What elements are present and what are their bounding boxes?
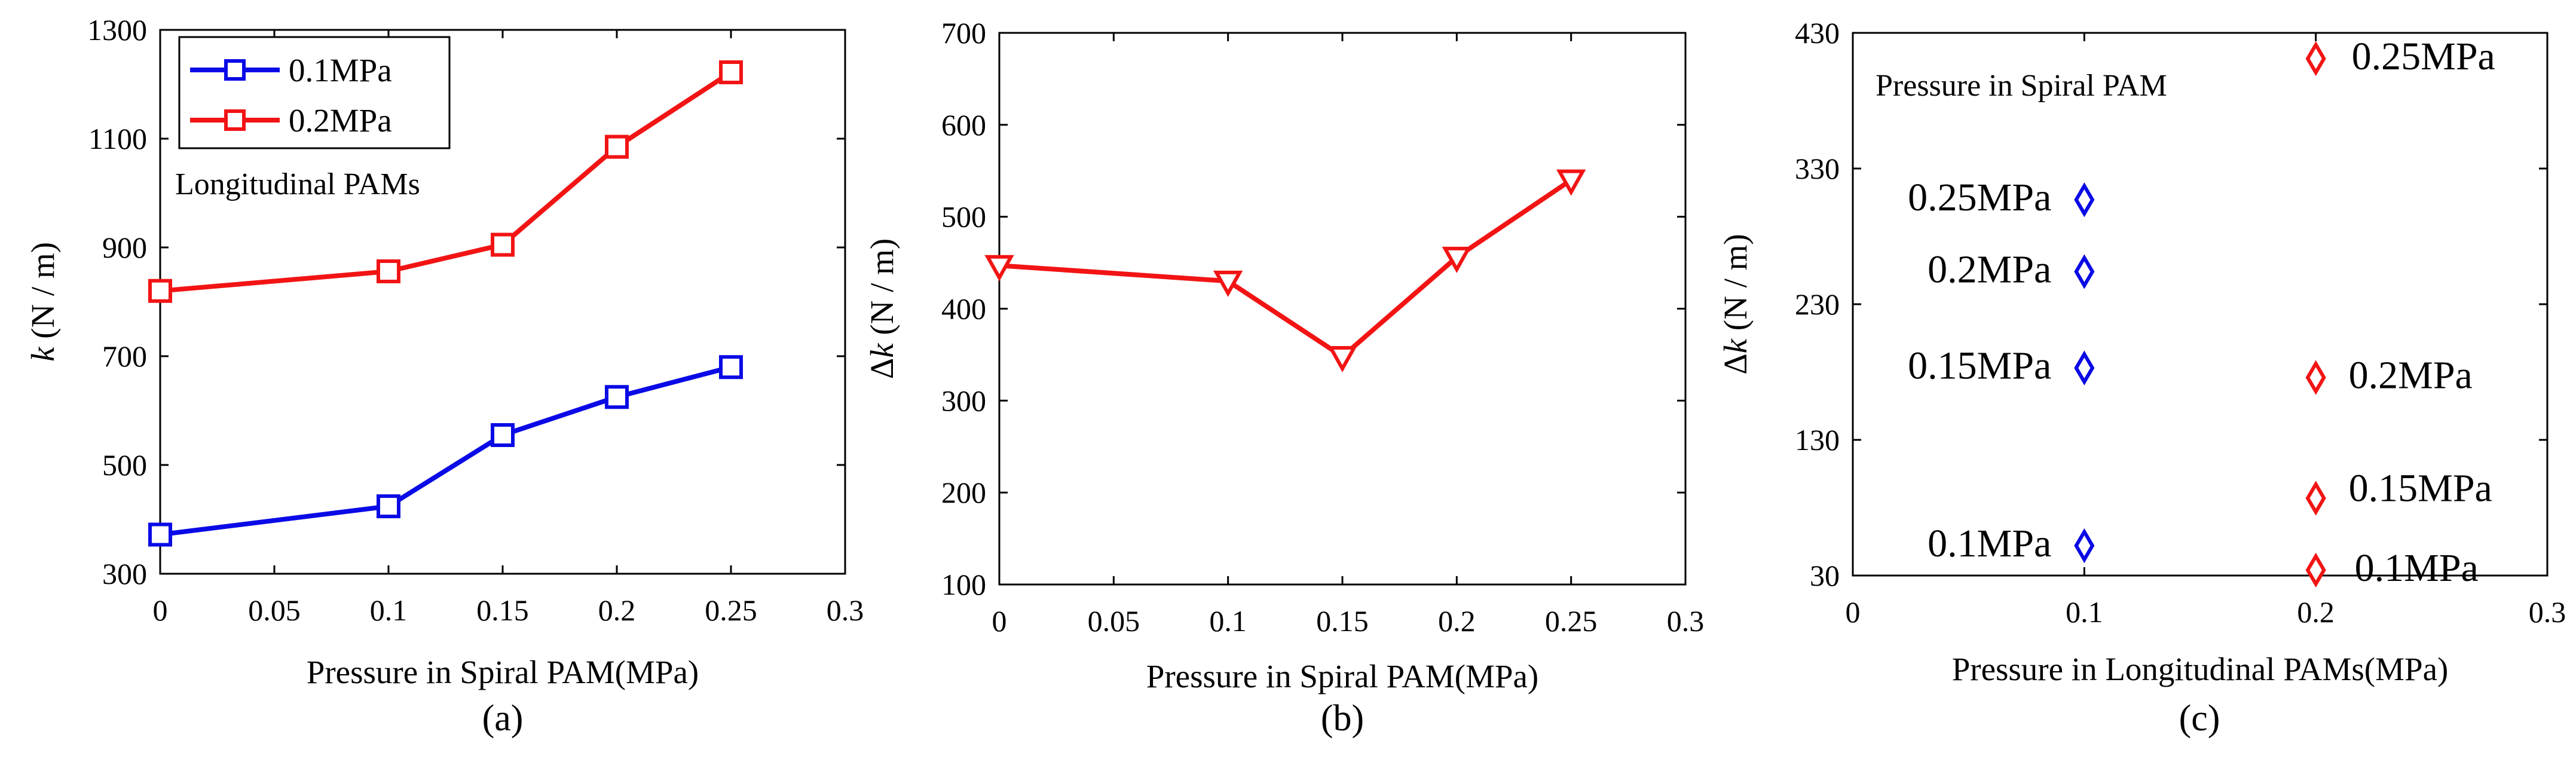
y-tick-label: 500 [102,448,147,482]
data-point-1-2 [491,232,515,257]
y-axis-label-unit: (N / m) [864,238,900,344]
data-point-0-3 [605,385,629,409]
y-axis-label-prefix: Δ [864,358,900,379]
scatter-point-0-3 [2074,182,2095,218]
x-tick-label: 0.1 [2066,595,2103,629]
data-point-1-3 [605,134,629,159]
data-point-0-0 [984,255,1014,281]
panel-caption: (c) [2179,698,2220,739]
data-point-0-1 [377,494,400,519]
panel-c: 0 0.1 0.2 0.3 30 130 230 330 430 Pressure in Long… [1717,16,2566,739]
x-tick-label: 0.3 [827,593,864,627]
y-tick-label: 230 [1795,287,1840,321]
point-label: 0.25MPa [2352,35,2495,78]
data-point-0-4 [719,355,743,380]
x-tick-label: 0.1 [370,593,408,627]
point-label: 0.25MPa [1908,176,2051,219]
annotation-longitudinal-pams: Longitudinal PAMs [175,167,420,201]
annotation-spiral-pressure: Pressure in Spiral PAM [1876,69,2167,103]
x-tick-label: 0.05 [1088,604,1140,638]
scatter-point-0-1 [2074,350,2095,385]
point-label: 0.1MPa [2355,546,2479,590]
data-point-1-4 [719,60,743,84]
plot-frame [998,32,1687,586]
x-tick-label: 0.2 [2297,595,2335,629]
x-tick-label: 0 [1846,595,1861,629]
legend-label-0: 0.1MPa [289,52,392,88]
y-tick-label: 900 [102,231,147,264]
y-axis-label-var: k [864,342,900,358]
legend-marker-1 [224,109,246,131]
point-label: 0.15MPa [1908,344,2051,388]
data-point-0-3 [1442,246,1472,273]
data-point-0-4 [1556,169,1586,196]
y-tick-label: 100 [941,568,986,601]
scatter-point-1-2 [2305,360,2326,395]
y-axis-label: Δk (N / m) [1717,234,1754,374]
x-axis-label: Pressure in Spiral PAM(MPa) [307,654,699,690]
panel-caption: (a) [482,698,524,739]
series-line-0 [999,178,1572,359]
point-label: 0.2MPa [2349,354,2473,397]
legend-label-1: 0.2MPa [289,102,392,139]
legend-marker-0 [224,59,246,81]
point-label: 0.1MPa [1928,522,2051,565]
panel-b: 0 0.05 0.1 0.15 0.2 0.25 0.3 100 200 300 400 500 600… [864,16,1704,739]
scatter-point-0-0 [2074,528,2095,564]
scatter-point-1-0 [2305,552,2326,588]
panel-a: 0 0.05 0.1 0.15 0.2 0.25 0.3 300 500 700 900 1100 13… [25,13,864,739]
data-point-1-0 [148,279,172,303]
x-tick-label: 0.1 [1209,604,1247,638]
legend: 0.1MPa 0.2MPa [178,36,451,149]
panel-caption: (b) [1321,698,1364,739]
y-tick-label: 1300 [87,13,147,47]
data-point-1-1 [377,259,400,284]
x-tick-label: 0.05 [248,593,301,627]
y-axis-label: Δk (N / m) [864,238,900,379]
y-axis-label-prefix: Δ [1717,353,1754,374]
y-tick-label: 200 [941,476,986,509]
y-tick-label: 600 [941,108,986,142]
y-tick-label: 400 [941,292,986,326]
y-tick-label: 300 [941,384,986,417]
y-tick-label: 500 [941,200,986,234]
x-axis-label: Pressure in Spiral PAM(MPa) [1146,658,1538,694]
data-point-0-2 [1327,346,1357,373]
x-tick-label: 0.3 [2529,595,2566,629]
data-point-0-1 [1213,270,1243,297]
x-tick-label: 0 [992,604,1007,638]
x-tick-label: 0.25 [1545,604,1598,638]
x-tick-label: 0.15 [1316,604,1369,638]
y-tick-label: 1100 [88,122,147,155]
data-point-0-2 [491,423,515,447]
x-tick-label: 0.25 [705,593,757,627]
scatter-point-1-3 [2305,41,2326,76]
scatter-point-1-1 [2305,481,2326,516]
x-tick-label: 0.2 [598,593,636,627]
y-axis-label-unit: (N / m) [1717,234,1754,339]
point-label: 0.2MPa [1928,248,2051,292]
y-tick-label: 700 [941,16,986,50]
x-tick-label: 0.15 [476,593,529,627]
y-axis-label-var: k [25,346,61,362]
x-tick-label: 0.2 [1438,604,1476,638]
y-tick-label: 130 [1795,423,1840,457]
x-axis-label: Pressure in Longitudinal PAMs(MPa) [1952,651,2449,687]
x-tick-label: 0.3 [1667,604,1705,638]
series-line-0 [160,365,732,537]
y-tick-label: 330 [1795,152,1840,185]
y-tick-label: 430 [1795,16,1840,50]
y-axis-label-unit: (N / m) [25,242,61,347]
scatter-point-0-2 [2074,254,2095,289]
y-axis-label: k (N / m) [25,242,61,362]
y-axis-label-var: k [1717,338,1754,353]
data-point-0-0 [148,522,172,547]
y-tick-label: 700 [102,339,147,373]
y-tick-label: 300 [102,557,147,590]
point-label: 0.15MPa [2349,467,2492,510]
y-tick-label: 30 [1810,559,1840,592]
x-tick-label: 0 [153,593,168,627]
